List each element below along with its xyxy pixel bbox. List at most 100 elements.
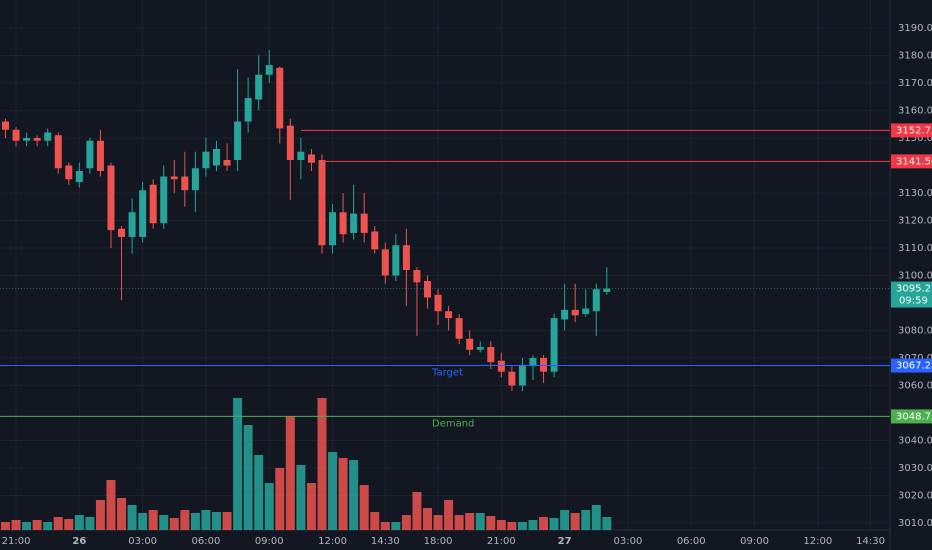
- volume-bar: [349, 460, 359, 530]
- level-label-box: [891, 358, 932, 373]
- y-tick-label: 3070.00: [898, 353, 932, 364]
- candle-body: [339, 212, 347, 235]
- candle-body: [434, 294, 442, 312]
- candle-body: [529, 357, 537, 367]
- x-tick-label: 06:00: [192, 536, 221, 547]
- candle-body: [487, 346, 495, 363]
- x-tick-label: 03:00: [128, 536, 157, 547]
- x-tick-label: 03:00: [614, 536, 643, 547]
- candle-body: [392, 245, 400, 276]
- x-tick-label: 06:00: [677, 536, 706, 547]
- volume-bar: [11, 520, 21, 530]
- candle-body: [118, 228, 126, 237]
- candle-body: [181, 176, 189, 191]
- candle-body: [1, 121, 9, 130]
- candle-body: [413, 269, 421, 283]
- candle-body: [476, 346, 484, 350]
- volume-bar: [95, 500, 105, 530]
- x-tick-label: 12:00: [803, 536, 832, 547]
- volume-bar: [454, 515, 464, 530]
- volume-bar: [159, 515, 169, 530]
- candle-body: [582, 308, 590, 314]
- y-tick-label: 3110.00: [898, 243, 932, 254]
- volume-bar: [32, 520, 42, 530]
- candle-body: [107, 165, 115, 231]
- volume-bar: [591, 505, 601, 530]
- y-tick-label: 3020.00: [898, 490, 932, 501]
- x-tick-label: 21:00: [487, 536, 516, 547]
- x-tick-label: 18:00: [424, 536, 453, 547]
- candle-body: [307, 154, 315, 163]
- y-tick-label: 3060.00: [898, 380, 932, 391]
- candle-body: [497, 360, 505, 372]
- level-label: 3048.75: [896, 411, 932, 422]
- y-tick-label: 3080.00: [898, 325, 932, 336]
- volume-bar: [570, 513, 580, 530]
- volume-bar: [370, 512, 380, 530]
- volume-bar: [549, 518, 559, 530]
- candle-body: [96, 140, 104, 171]
- candle-body: [234, 121, 242, 160]
- volume-bar: [74, 515, 84, 530]
- volume-bar: [517, 522, 527, 530]
- volume-bar: [380, 522, 390, 530]
- volume-bar: [433, 515, 443, 530]
- volume-bar: [444, 500, 454, 530]
- candle-body: [212, 148, 220, 166]
- volume-bar: [285, 416, 295, 530]
- candle-body: [592, 289, 600, 312]
- candle-body: [149, 184, 157, 224]
- candle-body: [265, 65, 273, 75]
- candle-body: [139, 190, 147, 237]
- candle-body: [455, 318, 463, 339]
- candle-body: [508, 371, 516, 386]
- candle-body: [360, 213, 368, 233]
- candle-body: [276, 67, 284, 129]
- candle-body: [44, 132, 52, 141]
- candle-body: [540, 357, 548, 372]
- candle-body: [160, 176, 168, 224]
- volume-bar: [254, 455, 264, 530]
- volume-bar: [465, 513, 475, 530]
- volume-bar: [306, 483, 316, 530]
- volume-bar: [127, 505, 137, 530]
- y-tick-label: 3160.00: [898, 105, 932, 116]
- volume-bar: [106, 480, 116, 530]
- candle-body: [12, 129, 20, 141]
- y-tick-label: 3010.00: [898, 518, 932, 529]
- candle-body: [223, 159, 231, 166]
- y-tick-label: 3040.00: [898, 435, 932, 446]
- volume-bar: [264, 483, 274, 530]
- volume-bar: [201, 510, 211, 530]
- volume-bar: [190, 513, 200, 530]
- volume-bar: [211, 512, 221, 530]
- candle-body: [381, 249, 389, 276]
- level-name: Demand: [432, 418, 474, 429]
- candle-body: [86, 140, 94, 169]
- y-tick-label: 3180.00: [898, 50, 932, 61]
- x-tick-label: 21:00: [2, 536, 31, 547]
- x-tick-label: 27: [558, 536, 572, 547]
- candle-body: [297, 151, 305, 160]
- volume-bar: [43, 522, 53, 530]
- volume-bar: [391, 522, 401, 530]
- volume-bar: [528, 520, 538, 530]
- volume-bar: [475, 513, 485, 530]
- volume-bar: [359, 485, 369, 530]
- y-tick-label: 3190.00: [898, 23, 932, 34]
- candle-body: [402, 245, 410, 270]
- volume-bar: [296, 465, 306, 530]
- x-tick-label: 14:30: [371, 536, 400, 547]
- last-price-box: [891, 281, 932, 308]
- candle-body: [466, 338, 474, 350]
- candle-body: [75, 170, 83, 182]
- candle-body: [445, 311, 453, 319]
- volume-bar: [317, 398, 327, 530]
- volume-bar: [401, 515, 411, 530]
- volume-bar: [117, 498, 127, 530]
- candle-body: [329, 212, 337, 246]
- volume-bar: [180, 510, 190, 530]
- x-tick-label: 14:30: [856, 536, 885, 547]
- candle-body: [170, 176, 178, 180]
